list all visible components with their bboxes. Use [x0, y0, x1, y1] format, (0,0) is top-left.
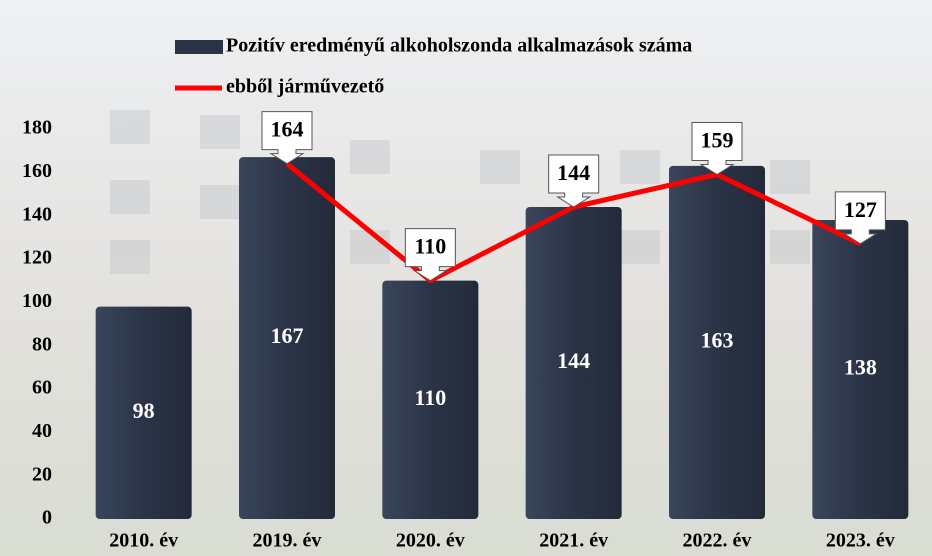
bar-value-label: 167: [271, 323, 304, 348]
legend-swatch: [175, 40, 223, 54]
y-tick-label: 20: [32, 463, 52, 485]
legend-label: Pozitív eredményű alkoholszonda alkalmaz…: [226, 35, 692, 57]
bar-value-label: 98: [133, 398, 155, 423]
y-tick-label: 100: [22, 290, 52, 312]
bar-value-label: 163: [701, 327, 734, 352]
legend-label: ebből járművezető: [226, 76, 384, 98]
x-tick-label: 2010. év: [109, 530, 178, 552]
y-tick-label: 160: [22, 160, 52, 182]
y-tick-label: 0: [42, 507, 52, 529]
line-value-label: 144: [557, 160, 590, 185]
x-tick-label: 2019. év: [253, 530, 322, 552]
bar-value-label: 110: [414, 385, 446, 410]
line-value-label: 164: [271, 117, 304, 142]
bar-value-label: 138: [844, 355, 877, 380]
y-tick-label: 40: [32, 420, 52, 442]
bar-value-label: 144: [557, 348, 590, 373]
x-tick-label: 2020. év: [396, 530, 465, 552]
x-tick-label: 2021. év: [539, 530, 608, 552]
y-tick-label: 120: [22, 247, 52, 269]
line-value-label: 159: [701, 128, 734, 153]
x-tick-label: 2022. év: [683, 530, 752, 552]
chart: 0 20 40 60 80 100 120 140 160 180 2010. év 2019. év…: [0, 0, 932, 556]
y-tick-label: 60: [32, 377, 52, 399]
x-tick-label: 2023. év: [826, 530, 895, 552]
y-tick-label: 180: [22, 117, 52, 139]
line-value-label: 127: [844, 197, 877, 222]
y-tick-label: 80: [32, 333, 52, 355]
y-tick-label: 140: [22, 203, 52, 225]
line-value-label: 110: [414, 234, 446, 259]
